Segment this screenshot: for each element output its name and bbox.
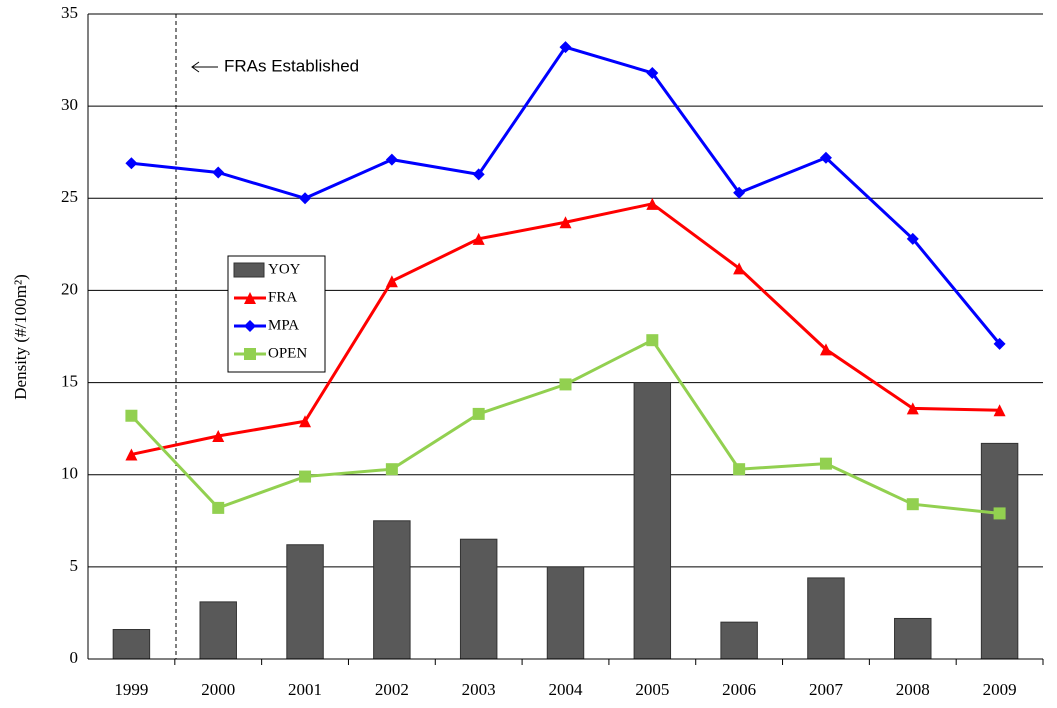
point (646, 197, 659, 210)
y-tick-label: 30 (61, 95, 78, 114)
x-tick-label: 2002 (375, 680, 409, 699)
annotation-arrowhead (191, 61, 200, 73)
point (472, 232, 485, 245)
point (646, 334, 659, 347)
legend-marker (244, 348, 256, 360)
bar (286, 544, 324, 660)
x-tick-label: 2009 (983, 680, 1017, 699)
point (733, 463, 746, 476)
legend-label: YOY (268, 261, 301, 277)
x-tick-label: 2004 (549, 680, 584, 699)
point (299, 470, 312, 483)
legend-label: MPA (268, 317, 299, 333)
point (733, 186, 746, 199)
point (212, 430, 225, 443)
bar (546, 566, 585, 660)
point (125, 157, 138, 170)
legend-swatch (233, 262, 265, 278)
x-tick-label: 1999 (114, 680, 148, 699)
bar (807, 577, 845, 660)
legend-label: FRA (268, 289, 297, 305)
annotation: FRAs Established (224, 56, 359, 75)
y-tick-label: 5 (70, 556, 79, 575)
point (993, 404, 1006, 417)
x-tick-label: 2005 (635, 680, 669, 699)
point (212, 166, 225, 179)
x-tick-label: 2001 (288, 680, 322, 699)
x-tick-label: 2000 (201, 680, 235, 699)
point (819, 457, 832, 470)
y-tick-label: 15 (61, 371, 78, 390)
point (733, 262, 746, 275)
legend-marker (244, 320, 256, 332)
y-tick-label: 35 (61, 3, 78, 22)
point (125, 409, 138, 422)
point (993, 507, 1006, 520)
point (906, 402, 919, 415)
point (819, 343, 832, 356)
y-axis-title: Density (#/100m²) (11, 274, 30, 400)
point (559, 216, 572, 229)
x-tick-label: 2006 (722, 680, 756, 699)
point (559, 378, 572, 391)
point (646, 66, 659, 79)
bar (720, 621, 758, 660)
point (472, 407, 485, 420)
bar (112, 629, 151, 660)
point (385, 153, 398, 166)
bar (373, 520, 411, 660)
x-tick-label: 2003 (462, 680, 496, 699)
point (819, 151, 832, 164)
point (125, 448, 138, 461)
bar (459, 538, 498, 660)
point (559, 41, 572, 54)
point (472, 168, 485, 181)
x-tick-label: 2008 (896, 680, 930, 699)
y-tick-label: 0 (70, 648, 79, 667)
bar (894, 617, 932, 660)
y-tick-label: 10 (61, 464, 78, 483)
point (385, 463, 398, 476)
x-tick-label: 2007 (809, 680, 844, 699)
bar (633, 382, 672, 660)
legend-marker (244, 292, 256, 304)
point (993, 337, 1006, 350)
legend-label: OPEN (268, 345, 307, 361)
point (212, 501, 225, 514)
point (299, 192, 312, 205)
bar (199, 601, 237, 660)
y-tick-label: 20 (61, 279, 78, 298)
point (906, 232, 919, 245)
point (906, 498, 919, 511)
bar (980, 442, 1019, 660)
point (385, 275, 398, 288)
point (299, 415, 312, 428)
y-tick-label: 25 (61, 187, 78, 206)
